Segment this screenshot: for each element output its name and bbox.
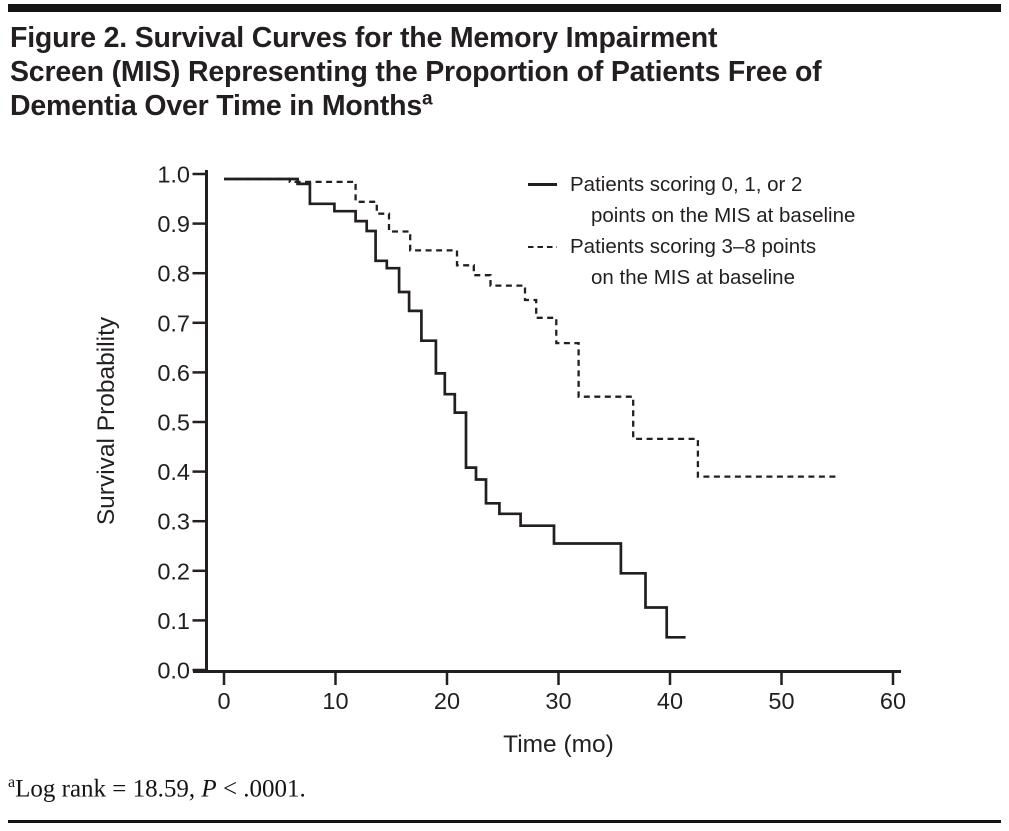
x-tick-label: 20 [434, 688, 460, 714]
legend-row: Patients scoring 0, 1, or 2 [528, 169, 855, 200]
bottom-rule [8, 820, 1001, 823]
dashed-line-swatch-icon [528, 245, 557, 248]
figure-title-line-3-text: Dementia Over Time in Months [10, 90, 422, 122]
figure-title: Figure 2. Survival Curves for the Memory… [10, 21, 822, 123]
figure-title-line-2: Screen (MIS) Representing the Proportion… [10, 56, 822, 88]
figure-title-superscript: a [421, 88, 433, 110]
legend-item-solid: Patients scoring 0, 1, or 2 points on th… [528, 169, 855, 231]
figure-title-line-1: Figure 2. Survival Curves for the Memory… [10, 22, 718, 54]
figure-title-line-3: Dementia Over Time in Monthsa [10, 89, 821, 123]
y-tick-label: 0.9 [157, 211, 190, 237]
x-tick-label: 30 [545, 688, 571, 714]
legend-dashed-label-line-1: Patients scoring 3–8 points [570, 235, 817, 258]
y-tick-label: 0.3 [157, 509, 190, 535]
legend-solid-label-line-1: Patients scoring 0, 1, or 2 [570, 173, 803, 196]
y-axis-title: Survival Probability [93, 316, 120, 525]
x-axis-title: Time (mo) [503, 731, 614, 758]
legend-row: on the MIS at baseline [528, 262, 855, 293]
x-tick-label: 60 [880, 688, 906, 714]
top-rule [8, 4, 1001, 12]
x-tick-label: 50 [768, 688, 794, 714]
y-tick-label: 0.5 [157, 410, 190, 436]
survival-curve-solid [224, 177, 686, 639]
solid-line-swatch-icon [528, 183, 557, 186]
chart-legend: Patients scoring 0, 1, or 2 points on th… [528, 169, 855, 293]
y-tick-label: 0.0 [157, 658, 190, 684]
y-tick-label: 0.2 [157, 558, 190, 584]
legend-solid-label-line-2: points on the MIS at baseline [591, 204, 856, 227]
x-tick-label: 0 [217, 688, 230, 714]
y-tick-label: 0.7 [157, 310, 190, 336]
y-tick-label: 0.6 [157, 360, 190, 386]
y-tick-label: 1.0 [157, 162, 190, 188]
survival-curve-dashed [224, 177, 839, 478]
legend-row: Patients scoring 3–8 points [528, 231, 855, 262]
footnote-lead: Log rank = 18.59, [15, 775, 202, 803]
y-tick-label: 0.8 [157, 261, 190, 287]
x-tick-label: 10 [322, 688, 348, 714]
legend-dashed-label-line-2: on the MIS at baseline [591, 266, 795, 289]
legend-item-dashed: Patients scoring 3–8 points on the MIS a… [528, 231, 855, 293]
y-tick-label: 0.1 [157, 608, 190, 634]
y-tick-label: 0.4 [157, 459, 190, 485]
footnote-p-symbol: P [201, 775, 217, 803]
figure-footnote: aLog rank = 18.59, P < .0001. [8, 774, 306, 803]
legend-row: points on the MIS at baseline [528, 200, 855, 231]
footnote-tail: < .0001. [216, 775, 306, 803]
x-tick-label: 40 [657, 688, 683, 714]
footnote-superscript: a [8, 774, 16, 791]
